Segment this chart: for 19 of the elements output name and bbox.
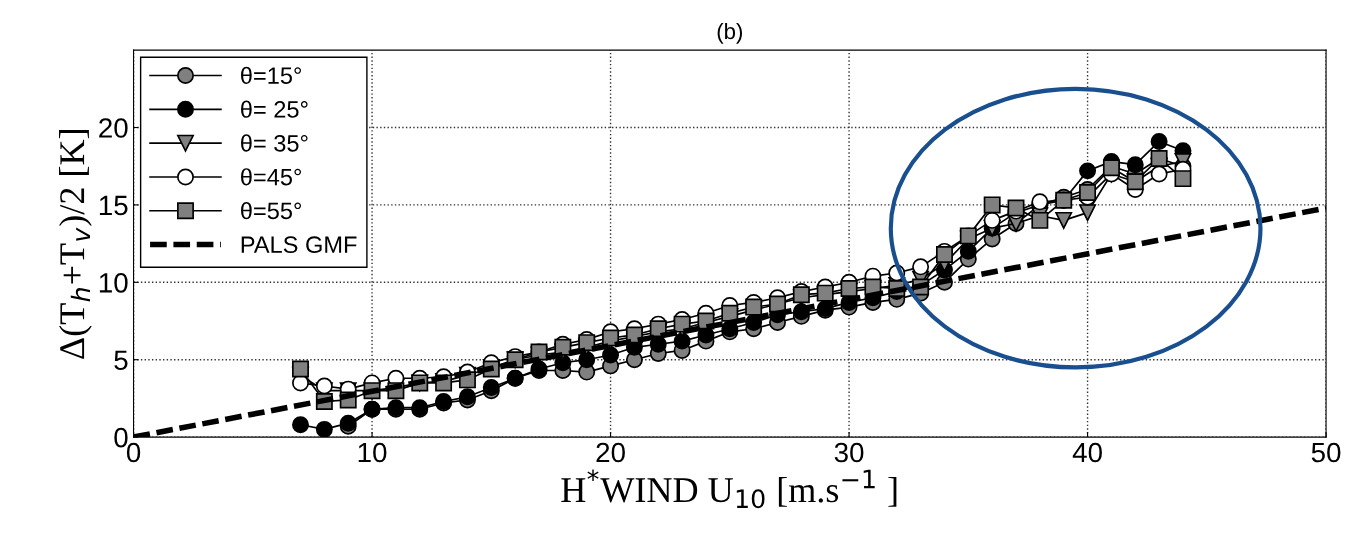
y-tick-label: 5 <box>114 350 128 371</box>
y-tick-label: 0 <box>114 427 128 448</box>
x-tick-label: 50 <box>1311 442 1341 463</box>
x-tick-label: 40 <box>1072 442 1102 463</box>
y-axis-title: Δ(T$_{h}$+T$_{v}$)/2 [K] <box>59 130 92 359</box>
x-tick-label: 30 <box>834 442 864 463</box>
x-tick-label: 10 <box>358 442 387 463</box>
x-tick-label: 20 <box>596 442 625 463</box>
y-tick-label: 10 <box>99 272 128 293</box>
legend-label: PALS GMF <box>241 236 357 254</box>
legend-label: θ=55° <box>241 201 302 220</box>
x-axis-title: H$^{*}$WIND U$_{10}$ [m.s$^{−1}$ ] <box>561 469 897 509</box>
legend-label: θ= 25° <box>241 100 308 118</box>
legend-label: θ=15° <box>241 66 302 85</box>
legend-label: θ=45° <box>241 168 302 186</box>
legend-label: θ= 35° <box>241 134 308 152</box>
y-tick-label: 20 <box>99 118 128 138</box>
y-tick-label: 15 <box>99 195 128 216</box>
chart-title: (b) <box>717 22 743 44</box>
